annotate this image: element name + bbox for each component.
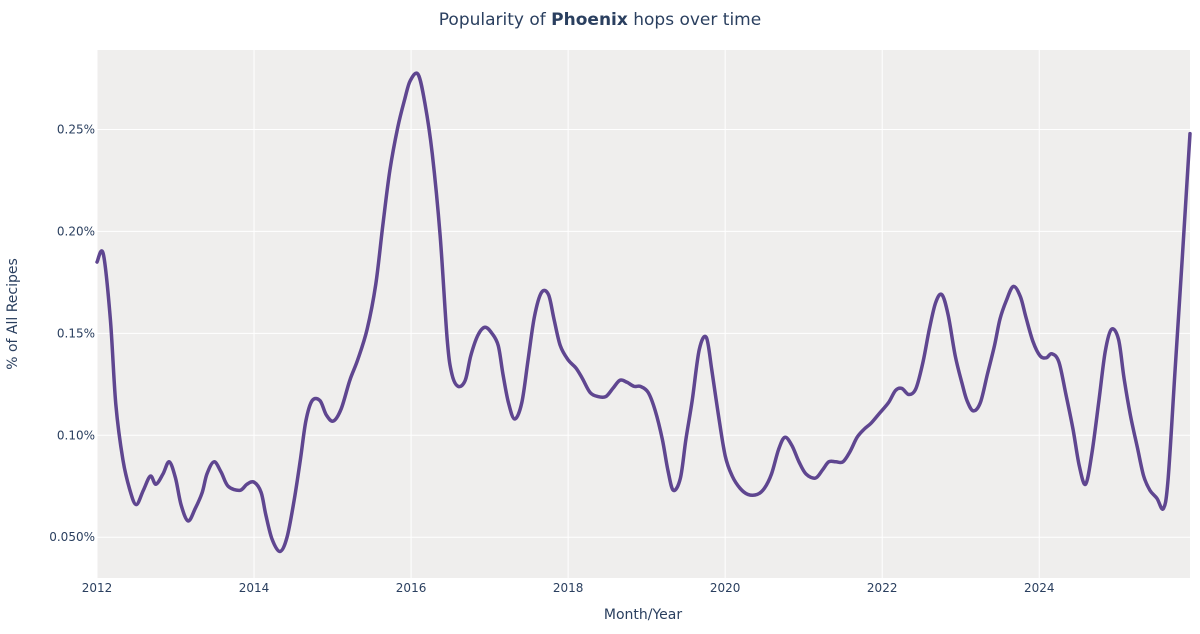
y-tick-label: 0.20% <box>57 224 95 238</box>
x-tick-label: 2018 <box>553 581 584 595</box>
y-tick-label: 0.25% <box>57 123 95 137</box>
gridlines <box>96 50 1190 578</box>
chart-title: Popularity of Phoenix hops over time <box>439 10 761 30</box>
x-tick-label: 2012 <box>82 581 113 595</box>
y-axis-label: % of All Recipes <box>5 258 21 370</box>
x-tick-label: 2014 <box>239 581 270 595</box>
y-tick-label: 0.10% <box>57 428 95 442</box>
y-tick-label: 0.15% <box>57 326 95 340</box>
x-tick-label: 2016 <box>396 581 427 595</box>
x-tick-label: 2022 <box>867 581 898 595</box>
x-tick-label: 2020 <box>710 581 741 595</box>
plot-background <box>97 50 1190 578</box>
y-axis-ticks: 0.050% 0.10% 0.15% 0.20% 0.25% <box>49 123 95 545</box>
x-axis-ticks: 2012 2014 2016 2018 2020 2022 2024 <box>82 581 1055 595</box>
x-tick-label: 2024 <box>1024 581 1055 595</box>
y-tick-label: 0.050% <box>49 530 95 544</box>
x-axis-label: Month/Year <box>604 607 682 623</box>
series-line-phoenix <box>95 71 1192 554</box>
